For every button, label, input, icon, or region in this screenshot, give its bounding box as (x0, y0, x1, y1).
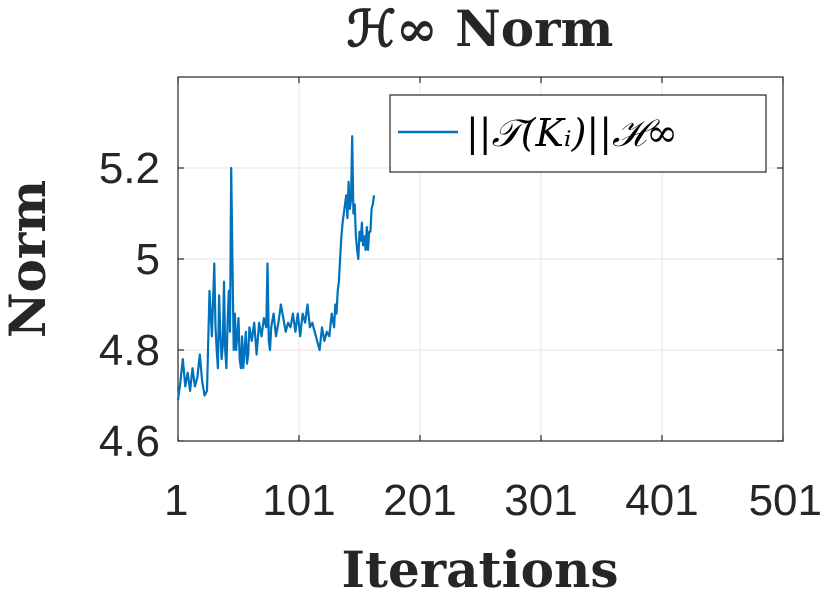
y-axis-label: Norm (0, 180, 57, 338)
chart-title: ℋ∞ Norm (347, 0, 614, 58)
series-line (176, 135, 376, 401)
x-tick-label: 201 (383, 476, 456, 525)
y-tick-label: 4.6 (99, 417, 160, 466)
x-tick-label: 301 (504, 476, 577, 525)
x-tick-label: 101 (262, 476, 335, 525)
x-tick-label: 501 (749, 476, 822, 525)
x-axis-label: Iterations (342, 540, 619, 592)
y-tick-labels: 4.6 4.8 5 5.2 (99, 144, 160, 466)
y-tick-label: 5 (136, 235, 160, 284)
x-tick-label: 1 (164, 476, 188, 525)
legend: ||𝒯(Kᵢ)||ℋ∞ (389, 94, 767, 173)
y-tick-label: 4.8 (99, 326, 160, 375)
x-tick-labels: 1 101 201 301 401 501 (164, 476, 822, 525)
legend-box (389, 94, 767, 173)
legend-series-label: ||𝒯(Kᵢ)||ℋ∞ (466, 111, 678, 155)
x-tick-label: 401 (625, 476, 698, 525)
y-tick-label: 5.2 (99, 144, 160, 193)
tick-marks (177, 77, 784, 442)
series-group (176, 135, 376, 401)
